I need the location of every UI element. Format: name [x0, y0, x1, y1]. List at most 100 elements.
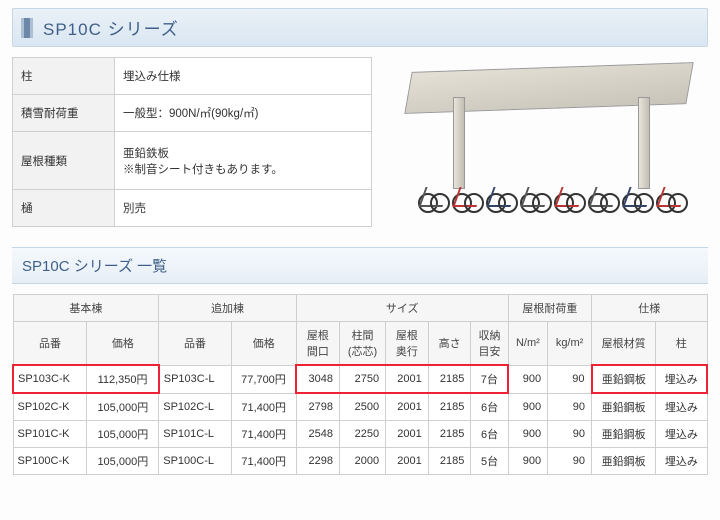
table-cell: 105,000円: [87, 448, 159, 475]
table-column-header: N/m²: [508, 322, 547, 366]
table-cell: 2001: [386, 365, 429, 393]
spec-value: 埋込み仕様: [115, 58, 372, 95]
shelter-roof-icon: [404, 62, 693, 114]
bike-icon: [418, 152, 450, 217]
table-cell: 2185: [428, 421, 471, 448]
spec-value: 一般型：900N/㎡(90kg/㎡): [115, 95, 372, 132]
page-title: SP10C シリーズ: [43, 15, 179, 40]
table-cell: 71,400円: [231, 448, 296, 475]
table-cell: 2548: [296, 421, 339, 448]
table-cell: 2185: [428, 393, 471, 421]
table-cell: 2298: [296, 448, 339, 475]
bike-icon: [554, 152, 586, 217]
table-cell: 71,400円: [231, 393, 296, 421]
table-cell: 6台: [471, 421, 508, 448]
table-cell: 90: [548, 393, 592, 421]
bike-icon: [486, 152, 518, 217]
bike-icon: [452, 152, 484, 217]
table-row: SP100C-K105,000円SP100C-L71,400円229820002…: [13, 448, 707, 475]
table-column-header: 屋根材質: [592, 322, 656, 366]
table-cell: 2500: [340, 393, 386, 421]
table-group-header: 屋根耐荷重: [508, 295, 591, 322]
table-cell: 亜鉛鋼板: [592, 421, 656, 448]
title-ornament-icon: [21, 18, 33, 38]
table-cell: 900: [508, 421, 547, 448]
table-cell: SP102C-K: [13, 393, 87, 421]
table-cell: 亜鉛鋼板: [592, 448, 656, 475]
spec-row: 屋根種類亜鉛鉄板 ※制音シート付きもあります。: [13, 132, 372, 190]
table-column-header: 柱: [656, 322, 707, 366]
table-cell: 6台: [471, 393, 508, 421]
table-row: SP103C-K112,350円SP103C-L77,700円304827502…: [13, 365, 707, 393]
table-cell: SP103C-L: [159, 365, 231, 393]
spec-row: 積雪耐荷重一般型：900N/㎡(90kg/㎡): [13, 95, 372, 132]
table-group-header: 仕様: [592, 295, 708, 322]
table-column-header: 高さ: [428, 322, 471, 366]
table-cell: 112,350円: [87, 365, 159, 393]
table-cell: 7台: [471, 365, 508, 393]
table-cell: 77,700円: [231, 365, 296, 393]
table-row: SP102C-K105,000円SP102C-L71,400円279825002…: [13, 393, 707, 421]
table-cell: 2001: [386, 393, 429, 421]
table-column-header: 屋根 間口: [296, 322, 339, 366]
table-column-header: 柱間 (芯芯): [340, 322, 386, 366]
spec-value: 亜鉛鉄板 ※制音シート付きもあります。: [115, 132, 372, 190]
table-cell: 埋込み: [656, 393, 707, 421]
table-cell: 2798: [296, 393, 339, 421]
table-cell: 900: [508, 448, 547, 475]
spec-row: 柱埋込み仕様: [13, 58, 372, 95]
table-cell: 埋込み: [656, 365, 707, 393]
bike-icon: [656, 152, 688, 217]
table-group-header: サイズ: [296, 295, 508, 322]
table-row: SP101C-K105,000円SP101C-L71,400円254822502…: [13, 421, 707, 448]
table-cell: 2000: [340, 448, 386, 475]
table-column-header: 屋根 奥行: [386, 322, 429, 366]
spec-row: 樋別売: [13, 189, 372, 226]
bike-shelter-illustration: [398, 57, 698, 227]
title-bar: SP10C シリーズ: [12, 8, 708, 47]
table-cell: 71,400円: [231, 421, 296, 448]
table-cell: 2001: [386, 421, 429, 448]
table-cell: 2750: [340, 365, 386, 393]
section-subtitle: SP10C シリーズ 一覧: [12, 247, 708, 284]
spec-table: 柱埋込み仕様積雪耐荷重一般型：900N/㎡(90kg/㎡)屋根種類亜鉛鉄板 ※制…: [12, 57, 372, 227]
table-cell: 90: [548, 365, 592, 393]
table-cell: SP102C-L: [159, 393, 231, 421]
table-cell: 105,000円: [87, 393, 159, 421]
table-cell: 2185: [428, 448, 471, 475]
table-column-header: 品番: [159, 322, 231, 366]
table-cell: 900: [508, 393, 547, 421]
table-cell: 900: [508, 365, 547, 393]
spec-label: 柱: [13, 58, 115, 95]
table-column-header: 価格: [87, 322, 159, 366]
table-cell: 埋込み: [656, 421, 707, 448]
table-group-header: 追加棟: [159, 295, 297, 322]
table-cell: SP101C-K: [13, 421, 87, 448]
table-group-header: 基本棟: [13, 295, 159, 322]
table-group-header-row: 基本棟追加棟サイズ屋根耐荷重仕様: [13, 295, 707, 322]
table-column-header: 品番: [13, 322, 87, 366]
table-cell: 埋込み: [656, 448, 707, 475]
table-cell: 2185: [428, 365, 471, 393]
table-cell: 5台: [471, 448, 508, 475]
table-column-header: 収納 目安: [471, 322, 508, 366]
table-cell: 2250: [340, 421, 386, 448]
table-cell: 2001: [386, 448, 429, 475]
table-cell: SP103C-K: [13, 365, 87, 393]
table-cell: SP100C-L: [159, 448, 231, 475]
table-cell: 亜鉛鋼板: [592, 393, 656, 421]
bike-icon: [622, 152, 654, 217]
table-column-header: 価格: [231, 322, 296, 366]
table-cell: 3048: [296, 365, 339, 393]
table-cell: 亜鉛鋼板: [592, 365, 656, 393]
product-image: [388, 57, 708, 227]
product-list-table: 基本棟追加棟サイズ屋根耐荷重仕様 品番価格品番価格屋根 間口柱間 (芯芯)屋根 …: [12, 294, 708, 475]
bike-icon: [520, 152, 552, 217]
table-cell: 90: [548, 421, 592, 448]
table-sub-header-row: 品番価格品番価格屋根 間口柱間 (芯芯)屋根 奥行高さ収納 目安N/m²kg/m…: [13, 322, 707, 366]
spec-value: 別売: [115, 189, 372, 226]
table-cell: SP101C-L: [159, 421, 231, 448]
bike-icon: [588, 152, 620, 217]
bikes-row: [418, 152, 688, 217]
table-cell: 90: [548, 448, 592, 475]
